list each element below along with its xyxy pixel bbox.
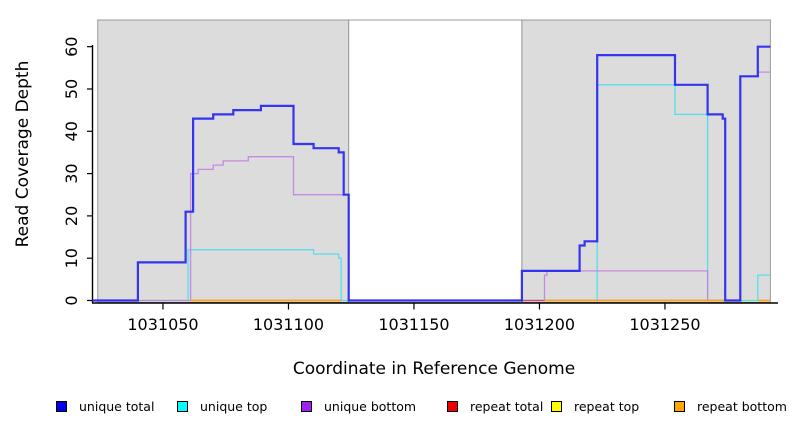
legend: unique total unique top unique bottom repea… xyxy=(0,398,792,420)
repeat-total-swatch-icon xyxy=(447,400,458,412)
middle-gap-region xyxy=(348,19,523,303)
legend-item-repeat-total: repeat total xyxy=(447,398,543,414)
legend-label-repeat-bottom: repeat bottom xyxy=(697,398,787,414)
legend-item-unique-total: unique total xyxy=(56,398,154,414)
x-tick-label: 1031200 xyxy=(504,315,575,334)
legend-item-unique-bottom: unique bottom xyxy=(301,398,416,414)
legend-label-unique-bottom: unique bottom xyxy=(324,398,417,414)
x-tick-label: 1031150 xyxy=(378,315,449,334)
y-tick-label: 20 xyxy=(62,206,81,226)
x-axis-title: Coordinate in Reference Genome xyxy=(292,359,576,379)
y-axis-title: Read Coverage Depth xyxy=(13,60,33,248)
legend-label-unique-total: unique total xyxy=(79,398,155,414)
legend-item-repeat-top: repeat top xyxy=(551,398,639,414)
y-tick-label: 40 xyxy=(62,121,81,141)
y-tick-label: 10 xyxy=(62,248,81,268)
y-tick-label: 0 xyxy=(62,295,81,305)
repeat-bottom-swatch-icon xyxy=(674,400,685,412)
series-line-unique-total xyxy=(92,45,771,302)
legend-label-repeat-top: repeat top xyxy=(574,398,640,414)
x-tick-label: 1031250 xyxy=(629,315,700,334)
x-tick-label: 1031050 xyxy=(127,315,198,334)
legend-label-repeat-total: repeat total xyxy=(470,398,544,414)
y-tick-label: 30 xyxy=(62,163,81,183)
y-tick-label: 60 xyxy=(62,37,81,57)
legend-label-unique-top: unique top xyxy=(200,398,268,414)
x-tick-label: 1031100 xyxy=(253,315,324,334)
unique-bottom-swatch-icon xyxy=(301,400,312,412)
right-unique-region xyxy=(521,19,771,303)
legend-item-unique-top: unique top xyxy=(177,398,267,414)
y-tick-label: 50 xyxy=(62,79,81,99)
unique-top-swatch-icon xyxy=(177,400,188,412)
legend-item-repeat-bottom: repeat bottom xyxy=(674,398,787,414)
repeat-top-swatch-icon xyxy=(551,400,562,412)
unique-total-swatch-icon xyxy=(56,400,67,412)
